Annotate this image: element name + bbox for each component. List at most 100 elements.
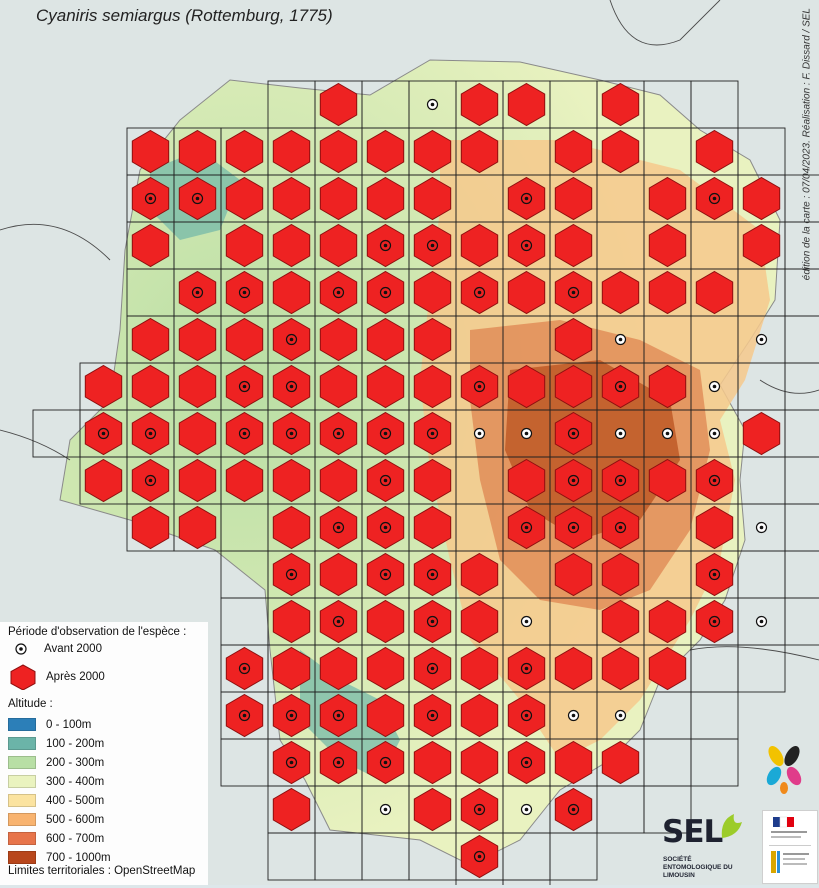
legend-before-label: Avant 2000 (44, 643, 102, 655)
after-2000-hexagon (178, 458, 217, 503)
before-2000-dot (524, 807, 529, 812)
before-2000-dot (148, 431, 153, 436)
before-2000-marker (426, 615, 439, 628)
before-2000-dot (289, 713, 294, 718)
after-2000-hexagon (507, 364, 546, 409)
before-2000-dot (712, 384, 717, 389)
after-2000-hexagon (554, 740, 593, 785)
after-2000-hexagon (272, 129, 311, 174)
legend-after: Après 2000 (8, 664, 105, 690)
before-2000-dot (618, 384, 623, 389)
before-2000-dot (289, 431, 294, 436)
before-2000-marker (285, 333, 298, 346)
before-2000-dot (712, 196, 717, 201)
altitude-swatch (8, 775, 36, 788)
before-2000-dot (336, 760, 341, 765)
after-2000-hexagon (366, 317, 405, 362)
before-2000-dot (430, 572, 435, 577)
before-2000-dot (336, 431, 341, 436)
before-2000-dot (383, 243, 388, 248)
altitude-class: 0 - 100m (8, 718, 91, 731)
after-2000-hexagon (272, 458, 311, 503)
after-2000-hexagon (178, 505, 217, 550)
before-2000-dot (242, 713, 247, 718)
altitude-class: 200 - 300m (8, 756, 104, 769)
after-2000-hexagon (225, 223, 264, 268)
legend-altitude-title: Altitude : (8, 698, 53, 710)
altitude-label: 600 - 700m (46, 832, 105, 845)
before-2000-dot (571, 713, 576, 718)
before-2000-marker (426, 709, 439, 722)
after-2000-hexagon (413, 364, 452, 409)
after-2000-hexagon (319, 317, 358, 362)
before-2000-marker (567, 474, 580, 487)
after-2000-hexagon (225, 317, 264, 362)
before-2000-marker (520, 662, 533, 675)
before-2000-marker (614, 380, 627, 393)
before-2000-marker (332, 427, 345, 440)
altitude-class: 700 - 1000m (8, 851, 111, 864)
before-2000-marker (708, 474, 721, 487)
after-2000-hexagon (413, 787, 452, 832)
before-2000-dot (289, 572, 294, 577)
before-2000-marker (144, 192, 157, 205)
after-2000-hexagon (601, 129, 640, 174)
after-2000-hexagon (648, 176, 687, 221)
altitude-swatch (8, 813, 36, 826)
map-title: Cyaniris semiargus (Rottemburg, 1775) (36, 6, 333, 25)
after-2000-hexagon (225, 176, 264, 221)
legend-period-title: Période d'observation de l'espèce : (8, 626, 187, 638)
grid-cells (32, 80, 819, 885)
before-2000-marker (567, 427, 580, 440)
after-2000-hexagon (648, 364, 687, 409)
altitude-label: 500 - 600m (46, 813, 105, 826)
after-2000-hexagon (742, 411, 781, 456)
after-2000-hexagon (131, 223, 170, 268)
after-2000-hexagon (460, 552, 499, 597)
after-2000-hexagon (601, 82, 640, 127)
after-2000-hexagon (319, 223, 358, 268)
after-2000-hexagon (131, 317, 170, 362)
after-2000-hexagon (601, 270, 640, 315)
before-2000-dot (242, 431, 247, 436)
before-2000-marker (473, 286, 486, 299)
before-2000-marker (520, 756, 533, 769)
before-2000-marker (520, 192, 533, 205)
after-2000-hexagon (272, 599, 311, 644)
before-2000-dot (289, 760, 294, 765)
government-logo-graphic (769, 816, 811, 873)
before-2000-dot (571, 525, 576, 530)
before-2000-dot (571, 478, 576, 483)
after-2000-hexagon (460, 82, 499, 127)
altitude-swatch (8, 718, 36, 731)
before-2000-dot (383, 525, 388, 530)
after-2000-hexagon (648, 223, 687, 268)
before-2000-marker (708, 568, 721, 581)
after-2000-hexagon (742, 176, 781, 221)
before-2000-marker (332, 709, 345, 722)
altitude-label: 100 - 200m (46, 737, 105, 750)
after-2000-hexagon (319, 458, 358, 503)
grid-cell (502, 879, 551, 885)
after-2000-hexagon (319, 176, 358, 221)
sel-logo-text: SEL (662, 814, 723, 850)
before-2000-dot (477, 384, 482, 389)
before-2000-marker (97, 427, 110, 440)
grid-cell (690, 738, 739, 787)
before-2000-dot (148, 196, 153, 201)
after-2000-hexagon (695, 505, 734, 550)
before-2000-dot (665, 431, 670, 436)
after-2000-hexagon (366, 129, 405, 174)
before-2000-marker (379, 427, 392, 440)
before-2000-marker (614, 474, 627, 487)
before-2000-marker (238, 380, 251, 393)
butterfly-logo (766, 746, 802, 794)
sel-logo-subtitle: SOCIÉTÉ ENTOMOLOGIQUE DU LIMOUSIN (663, 856, 733, 879)
government-logo (762, 810, 818, 884)
before-2000-dot (383, 290, 388, 295)
butterfly-icon (721, 814, 742, 838)
observation-symbols (84, 82, 781, 879)
before-2000-dot (524, 760, 529, 765)
before-2000-marker (473, 850, 486, 863)
